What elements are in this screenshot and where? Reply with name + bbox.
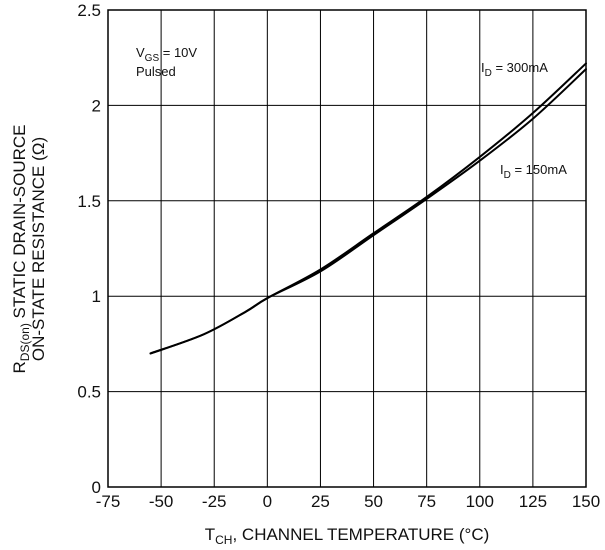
series-label-300ma: ID = 300mA: [481, 60, 548, 79]
conditions-vgs: VGS = 10V: [136, 45, 197, 64]
series-line-0: [149, 62, 587, 355]
y-tick-label: 0: [92, 478, 101, 497]
x-tick-label: -50: [149, 492, 174, 511]
x-tick-label: 125: [519, 492, 547, 511]
series-line-1: [149, 68, 587, 355]
x-tick-label: -75: [96, 492, 121, 511]
series-label-150ma: ID = 150mA: [500, 162, 567, 181]
x-tick-label: 150: [572, 492, 600, 511]
x-tick-label: 100: [466, 492, 494, 511]
grid: [108, 10, 586, 487]
y-tick-label: 1.5: [77, 192, 101, 211]
y-tick-label: 2: [92, 96, 101, 115]
series-lines: [149, 62, 587, 355]
plot-frame: [107, 9, 587, 488]
conditions-pulsed: Pulsed: [136, 64, 176, 79]
x-tick-label: -25: [202, 492, 227, 511]
x-axis-title: TCH, CHANNEL TEMPERATURE (°C): [205, 525, 490, 547]
x-tick-label: 75: [417, 492, 436, 511]
x-tick-label: 25: [311, 492, 330, 511]
y-tick-label: 2.5: [77, 1, 101, 20]
x-tick-labels: -75 -50 -25 0 25 50 75 100 125 150: [96, 492, 600, 511]
x-tick-label: 50: [364, 492, 383, 511]
x-tick-label: 0: [263, 492, 272, 511]
y-axis-title-line1: RDS(on) STATIC DRAIN-SOURCE: [10, 125, 32, 374]
y-tick-label: 0.5: [77, 383, 101, 402]
y-tick-label: 1: [92, 287, 101, 306]
y-axis-title: RDS(on) STATIC DRAIN-SOURCE ON-STATE RES…: [10, 125, 48, 374]
y-axis-title-line2: ON-STATE RESISTANCE (Ω): [29, 137, 48, 361]
y-tick-labels: 0 0.5 1 1.5 2 2.5: [77, 1, 101, 497]
